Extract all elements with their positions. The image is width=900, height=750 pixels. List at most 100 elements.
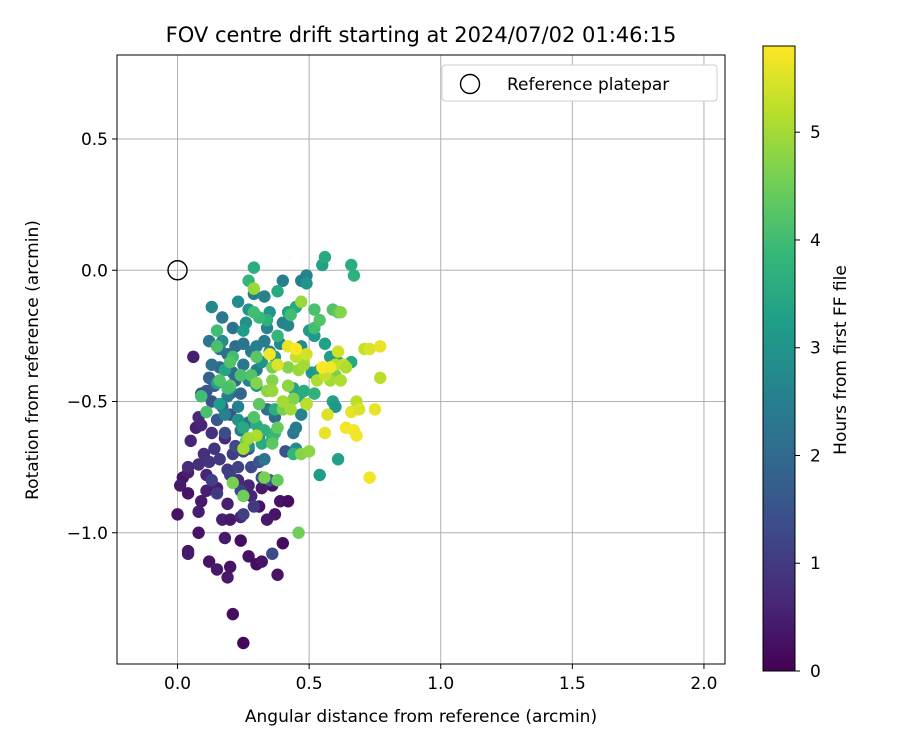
data-point bbox=[237, 489, 250, 503]
colorbar-ticks: 0 1 2 3 4 5 bbox=[795, 123, 821, 682]
data-point bbox=[213, 453, 226, 466]
colorbar-tick-label: 2 bbox=[810, 446, 821, 466]
data-point bbox=[331, 345, 345, 358]
data-point bbox=[258, 334, 271, 348]
data-point bbox=[226, 476, 240, 490]
data-point bbox=[297, 358, 311, 371]
data-point bbox=[223, 560, 237, 574]
data-point bbox=[331, 453, 345, 466]
x-tick-label: 0.0 bbox=[164, 674, 191, 694]
data-point bbox=[210, 340, 224, 353]
data-point bbox=[218, 531, 232, 545]
data-point bbox=[216, 311, 229, 324]
data-point bbox=[321, 408, 334, 421]
colorbar-tick-label: 5 bbox=[810, 123, 821, 143]
data-point bbox=[318, 426, 332, 440]
x-tick-label: 1.0 bbox=[427, 674, 454, 694]
data-point bbox=[276, 395, 290, 408]
data-point bbox=[234, 534, 247, 547]
data-point bbox=[234, 369, 247, 382]
data-point bbox=[226, 607, 240, 621]
data-point bbox=[271, 421, 284, 434]
data-point bbox=[374, 371, 387, 385]
plot-frame bbox=[116, 54, 726, 665]
y-axis-ticks: 0.5 0.0 −0.5 −1.0 bbox=[67, 130, 117, 544]
data-point bbox=[242, 550, 255, 563]
data-point bbox=[247, 261, 261, 274]
legend-box bbox=[441, 64, 718, 102]
data-point bbox=[271, 358, 284, 371]
data-point bbox=[266, 374, 279, 387]
data-point bbox=[255, 481, 268, 495]
data-point bbox=[247, 282, 261, 295]
data-point bbox=[258, 453, 271, 466]
data-point bbox=[313, 468, 326, 482]
legend: Reference platepar bbox=[441, 64, 718, 102]
reference-layer bbox=[167, 260, 188, 281]
data-point bbox=[231, 460, 245, 474]
y-tick-label: 0.5 bbox=[81, 130, 108, 150]
data-point bbox=[281, 361, 295, 374]
data-point bbox=[237, 421, 250, 434]
data-point bbox=[237, 358, 250, 371]
data-point bbox=[300, 277, 313, 290]
data-point bbox=[221, 382, 234, 395]
data-point bbox=[302, 445, 316, 458]
data-point bbox=[329, 400, 342, 413]
data-point bbox=[237, 324, 250, 337]
x-tick-label: 2.0 bbox=[690, 674, 717, 694]
data-point bbox=[347, 269, 361, 282]
data-point bbox=[345, 258, 358, 272]
data-point bbox=[242, 432, 255, 445]
data-point bbox=[368, 403, 382, 416]
data-point bbox=[218, 426, 232, 440]
data-point bbox=[218, 408, 232, 421]
x-axis-ticks: 0.0 0.5 1.0 1.5 2.0 bbox=[164, 664, 717, 694]
data-point bbox=[266, 437, 279, 450]
data-point bbox=[289, 421, 303, 434]
data-point bbox=[231, 400, 245, 413]
data-point bbox=[200, 405, 213, 419]
y-tick-label: −0.5 bbox=[67, 393, 108, 413]
data-point bbox=[292, 526, 305, 539]
data-point bbox=[352, 403, 366, 416]
data-point bbox=[213, 397, 226, 411]
data-point bbox=[210, 487, 224, 500]
data-point bbox=[271, 285, 284, 298]
data-point bbox=[276, 537, 290, 550]
chart-title: FOV centre drift starting at 2024/07/02 … bbox=[166, 23, 677, 47]
y-tick-label: −1.0 bbox=[67, 524, 108, 544]
data-point bbox=[297, 384, 311, 398]
data-point bbox=[374, 340, 387, 353]
data-point bbox=[226, 321, 240, 335]
reference-platepar-marker bbox=[167, 260, 188, 281]
data-point bbox=[334, 374, 347, 387]
points-layer bbox=[171, 250, 387, 650]
colorbar-tick-label: 3 bbox=[810, 339, 821, 359]
data-point bbox=[181, 547, 195, 560]
data-point bbox=[308, 303, 321, 316]
data-point bbox=[187, 350, 200, 364]
data-point bbox=[237, 337, 250, 350]
data-point bbox=[258, 290, 271, 303]
data-point bbox=[223, 513, 237, 526]
data-point bbox=[271, 329, 284, 343]
data-point bbox=[181, 460, 195, 474]
data-point bbox=[192, 505, 205, 518]
data-point bbox=[281, 379, 295, 392]
data-point bbox=[255, 555, 268, 568]
data-point bbox=[202, 555, 216, 568]
data-point bbox=[192, 526, 205, 539]
colorbar-label: Hours from first FF file bbox=[831, 265, 851, 455]
data-point bbox=[260, 513, 274, 526]
legend-entry-reference: Reference platepar bbox=[507, 75, 669, 95]
data-point bbox=[247, 500, 261, 513]
data-point bbox=[281, 319, 295, 332]
data-point bbox=[223, 355, 237, 369]
data-point bbox=[192, 458, 205, 471]
data-point bbox=[195, 495, 208, 508]
colorbar bbox=[762, 45, 796, 672]
data-point bbox=[237, 636, 250, 650]
data-point bbox=[195, 390, 208, 403]
data-point bbox=[313, 313, 326, 327]
